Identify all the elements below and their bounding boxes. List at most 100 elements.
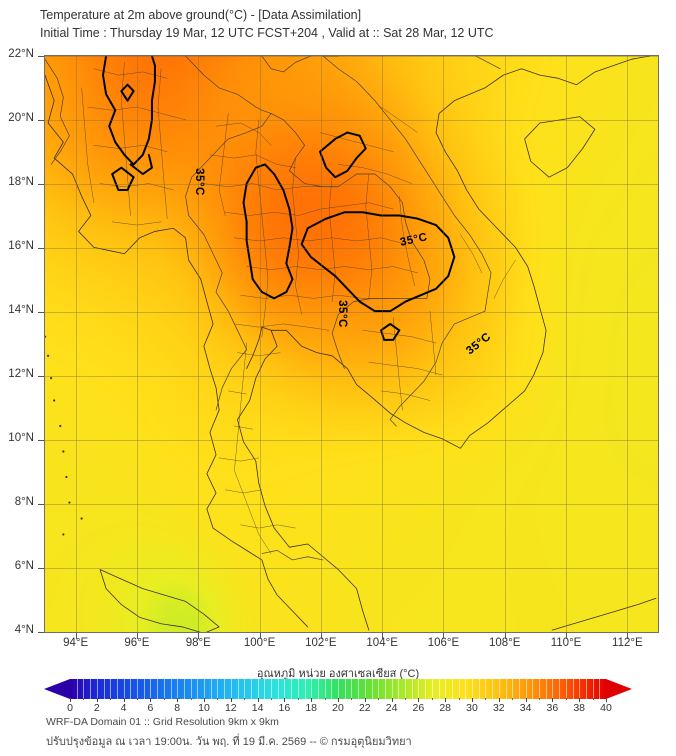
admin-boundary	[255, 119, 269, 337]
colorbar-segment-divider	[244, 679, 246, 699]
gridline-parallel	[45, 312, 658, 313]
admin-boundary	[234, 425, 253, 430]
gridline-parallel	[45, 504, 658, 505]
x-axis-tick-label: 108°E	[489, 637, 521, 649]
gridline-meridian	[136, 56, 138, 632]
colorbar-segment-divider	[505, 679, 507, 699]
map-plot-area: 35°C 35°C 35°C 35°C	[44, 55, 659, 633]
island-marker	[62, 533, 65, 536]
admin-boundary	[93, 68, 168, 79]
colorbar-segment-divider	[525, 679, 527, 699]
colorbar-tick-label: 10	[198, 702, 210, 714]
colorbar-segment-divider	[123, 679, 125, 699]
colorbar-tick-label: 20	[332, 702, 344, 714]
gridline-meridian	[320, 56, 322, 632]
admin-boundary	[429, 310, 437, 376]
island-marker	[46, 354, 50, 357]
colorbar-segment-divider	[344, 679, 346, 699]
colorbar-tick-label: 0	[67, 702, 73, 714]
border-line	[45, 58, 70, 165]
colorbar-segment-divider	[405, 679, 406, 699]
colorbar-tick-mark	[123, 698, 125, 702]
y-axis-tick-label: 12°N	[8, 368, 34, 380]
colorbar-tick-mark	[525, 698, 527, 702]
colorbar-minor-tick	[83, 698, 85, 700]
colorbar-segment-divider	[177, 679, 179, 699]
colorbar-segment-divider	[532, 679, 534, 699]
island-marker	[59, 424, 62, 428]
colorbar-segment-divider	[311, 679, 313, 699]
colorbar-segment-divider	[291, 679, 293, 699]
colorbar-tick-mark	[445, 698, 447, 702]
colorbar-segment-divider	[230, 679, 232, 699]
border-line	[389, 310, 486, 427]
colorbar-tick-label: 6	[147, 702, 154, 714]
x-axis-tick-mark	[382, 633, 384, 639]
colorbar-tick-mark	[257, 698, 259, 702]
colorbar-segment-divider	[96, 679, 98, 699]
admin-boundary	[237, 352, 281, 357]
colorbar-segment-divider	[250, 679, 252, 699]
admin-boundary	[209, 154, 296, 168]
admin-boundary	[460, 234, 483, 274]
colorbar-segment-divider	[116, 679, 118, 699]
colorbar-tick-label: 34	[519, 702, 532, 714]
colorbar-segment-divider	[137, 679, 138, 699]
colorbar-segment-divider	[552, 679, 554, 699]
colorbar-segment-divider	[304, 679, 306, 699]
border-line	[261, 56, 312, 73]
colorbar-tick-label: 38	[573, 702, 586, 714]
x-axis-tick-label: 102°E	[305, 637, 337, 649]
y-axis-tick-label: 20°N	[8, 112, 34, 124]
colorbar-segment-divider	[418, 679, 420, 699]
colorbar-segment-divider	[331, 679, 333, 699]
gridline-meridian	[566, 56, 568, 632]
colorbar-segment-divider	[478, 679, 480, 699]
admin-boundary	[93, 145, 168, 152]
footer-line-2: ปรับปรุงข้อมูล ณ เวลา 19:00น. วัน พฤ. ที…	[46, 736, 412, 748]
border-line	[270, 113, 431, 299]
colorbar-segment-divider	[271, 679, 272, 699]
admin-boundary	[380, 390, 431, 401]
colorbar-tick-label: 24	[385, 702, 398, 714]
colorbar-segment-divider	[150, 679, 152, 699]
colorbar-segment-divider	[472, 679, 473, 699]
colorbar-tick-mark	[552, 698, 554, 702]
colorbar-tick-label: 40	[600, 702, 612, 714]
colorbar-tick-mark	[472, 698, 473, 702]
contour-35c	[129, 153, 153, 176]
colorbar-segment-divider	[204, 679, 205, 699]
colorbar-segment-divider	[371, 679, 373, 699]
colorbar-tick-mark	[364, 698, 366, 702]
colorbar-segment-divider	[297, 679, 299, 699]
colorbar-segment-divider	[599, 679, 601, 699]
colorbar-tick-label: 16	[278, 702, 291, 714]
colorbar-segment-divider	[90, 679, 92, 699]
colorbar-segment-divider	[559, 679, 561, 699]
x-axis-tick-mark	[320, 633, 322, 639]
colorbar-minor-tick	[378, 698, 380, 700]
admin-boundary	[240, 294, 388, 299]
colorbar-segment-divider	[391, 679, 393, 699]
admin-boundary	[81, 87, 95, 203]
colorbar-tick-label: 18	[305, 702, 318, 714]
x-axis-tick-label: 104°E	[366, 637, 398, 649]
colorbar-minor-tick	[539, 698, 540, 700]
admin-boundary	[87, 106, 186, 121]
border-line	[331, 298, 428, 369]
colorbar-high-arrow	[606, 679, 632, 699]
colorbar-segment-divider	[103, 679, 105, 699]
colorbar-segment-divider	[197, 679, 199, 699]
border-line	[322, 56, 501, 70]
colorbar-extend-arrows	[44, 679, 632, 699]
colorbar-tick-label: 28	[439, 702, 452, 714]
colorbar-tick-mark	[498, 698, 500, 702]
island-marker	[62, 450, 65, 453]
colorbar-segment-divider	[585, 679, 587, 699]
temperature-raster	[45, 56, 658, 632]
admin-boundary	[368, 361, 443, 376]
colorbar-segment-divider	[284, 679, 286, 699]
coastline	[270, 56, 651, 449]
admin-boundary	[234, 237, 406, 245]
colorbar	[44, 679, 632, 699]
